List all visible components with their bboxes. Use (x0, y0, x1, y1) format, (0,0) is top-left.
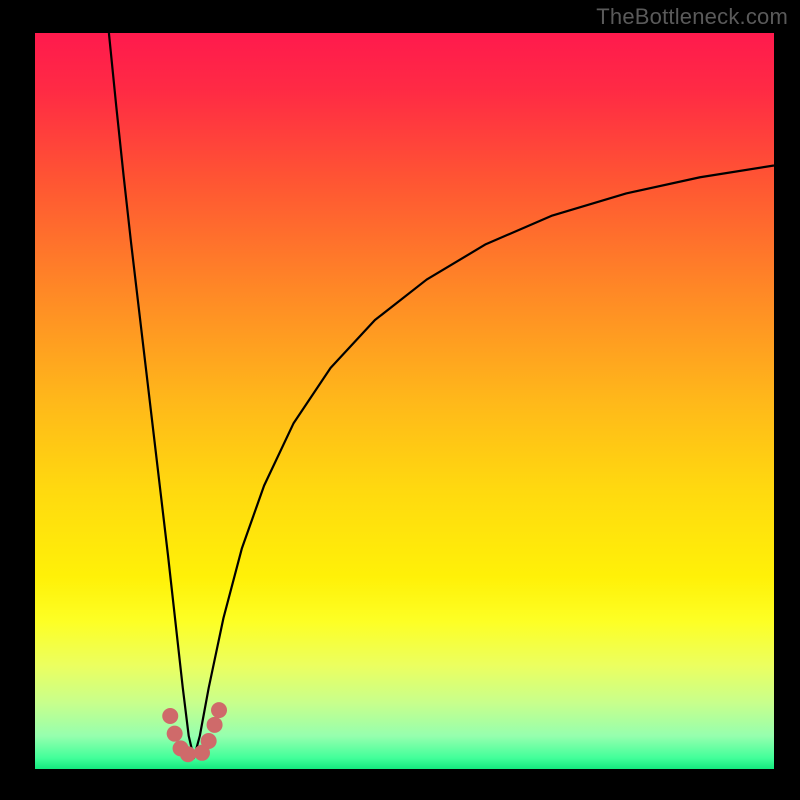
plot-background (35, 33, 774, 769)
curve-marker (211, 702, 227, 718)
chart-stage: TheBottleneck.com (0, 0, 800, 800)
curve-marker (180, 746, 196, 762)
watermark-text: TheBottleneck.com (596, 4, 788, 30)
bottleneck-chart-svg (0, 0, 800, 800)
curve-marker (207, 717, 223, 733)
curve-marker (201, 733, 217, 749)
curve-marker (162, 708, 178, 724)
curve-marker (167, 726, 183, 742)
